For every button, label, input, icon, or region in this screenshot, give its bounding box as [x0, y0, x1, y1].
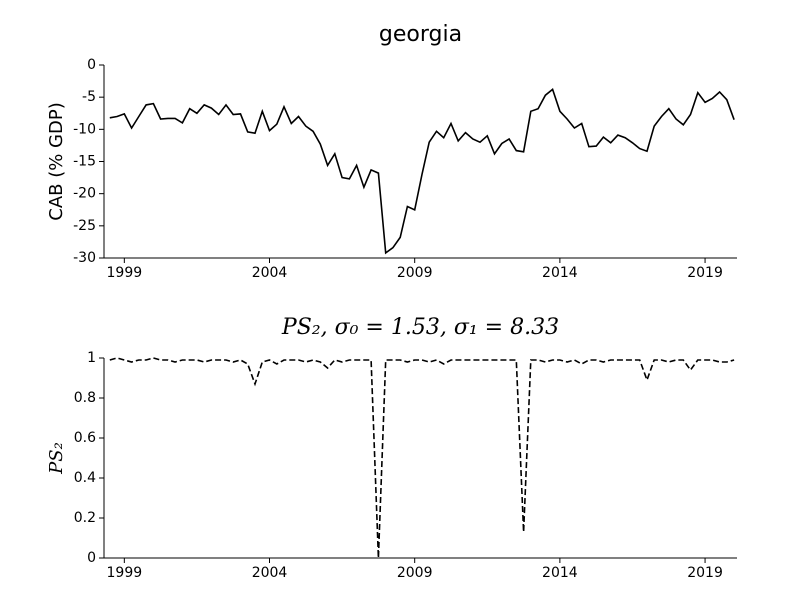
y-tick-label: -25	[73, 218, 96, 234]
x-tick-label: 2004	[252, 565, 288, 581]
chart-title: PS₂, σ₀ = 1.53, σ₁ = 8.33	[281, 315, 559, 340]
y-tick-label: 0.8	[74, 390, 96, 406]
y-tick-label: -10	[73, 121, 96, 137]
series-line	[109, 88, 735, 255]
series-line	[109, 357, 735, 559]
x-tick-label: 2009	[397, 565, 433, 581]
y-tick-label: -20	[73, 186, 96, 202]
y-tick-label: -5	[82, 89, 96, 105]
chart-title: georgia	[379, 22, 462, 47]
y-tick-label: -30	[73, 250, 96, 266]
x-tick-label: 1999	[107, 565, 143, 581]
y-axis-label: CAB (% GDP)	[46, 102, 67, 221]
y-axis-label: PS₂	[46, 442, 67, 475]
y-tick-label: 0.2	[74, 510, 96, 526]
x-tick-label: 1999	[107, 265, 143, 281]
x-tick-label: 2019	[687, 265, 723, 281]
y-tick-label: -15	[73, 154, 96, 170]
y-tick-label: 1	[87, 350, 96, 366]
y-tick-label: 0.6	[74, 430, 96, 446]
x-tick-label: 2014	[542, 565, 578, 581]
x-tick-label: 2014	[542, 265, 578, 281]
y-tick-label: 0.4	[74, 470, 96, 486]
x-tick-label: 2019	[687, 565, 723, 581]
y-tick-label: 0	[87, 57, 96, 73]
x-tick-label: 2004	[252, 265, 288, 281]
y-tick-label: 0	[87, 550, 96, 566]
x-tick-label: 2009	[397, 265, 433, 281]
